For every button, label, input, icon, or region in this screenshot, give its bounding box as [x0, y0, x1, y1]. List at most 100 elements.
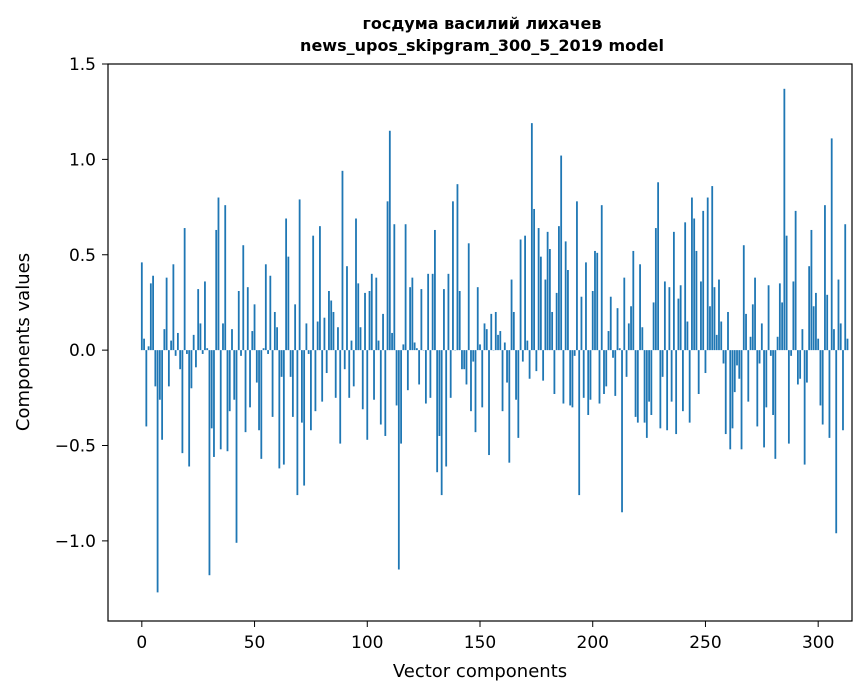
- bar: [760, 323, 763, 351]
- bar: [801, 329, 804, 351]
- bar: [650, 350, 653, 415]
- bar: [388, 130, 391, 351]
- bar: [197, 289, 200, 351]
- bar: [783, 88, 786, 351]
- bar: [555, 292, 558, 351]
- bar: [352, 350, 355, 387]
- bar: [591, 291, 594, 351]
- bar: [276, 327, 278, 351]
- bar: [237, 291, 240, 351]
- bar: [763, 350, 765, 448]
- bar: [742, 245, 745, 351]
- bar: [174, 350, 177, 356]
- bar: [328, 291, 330, 351]
- bar: [787, 350, 790, 444]
- bar: [812, 306, 815, 351]
- bar: [271, 350, 274, 417]
- bar: [539, 256, 542, 351]
- bar: [659, 350, 662, 429]
- bar: [616, 308, 619, 351]
- bar: [645, 350, 648, 438]
- bar: [400, 350, 402, 444]
- bar: [406, 350, 409, 391]
- bar: [494, 311, 497, 351]
- bar: [314, 350, 317, 412]
- bar: [152, 275, 154, 351]
- bar: [749, 336, 752, 351]
- bar: [461, 350, 463, 370]
- bar: [427, 273, 430, 351]
- bar: [298, 199, 301, 351]
- bar: [526, 340, 529, 351]
- bar: [512, 311, 515, 351]
- bar: [269, 275, 272, 351]
- bar: [201, 350, 204, 354]
- bar: [242, 245, 245, 351]
- bar: [397, 350, 400, 570]
- bar: [740, 350, 743, 450]
- bar: [291, 350, 294, 417]
- bar: [501, 350, 504, 412]
- x-tick-label: 0: [136, 633, 147, 653]
- bar: [621, 350, 623, 513]
- bar: [817, 338, 820, 351]
- bar: [370, 273, 373, 351]
- y-tick-label: 1.5: [69, 55, 96, 75]
- bar: [334, 350, 337, 398]
- bar: [483, 323, 486, 351]
- bar: [436, 350, 439, 473]
- bar: [303, 350, 306, 486]
- bar: [668, 287, 671, 351]
- bar: [688, 350, 691, 423]
- bar: [544, 279, 547, 351]
- bar: [765, 350, 768, 408]
- bar: [682, 350, 684, 412]
- bar: [745, 313, 747, 351]
- bar: [361, 350, 364, 410]
- bar: [754, 277, 756, 351]
- bar: [587, 350, 590, 415]
- bar: [215, 229, 218, 351]
- y-tick-label: 0.5: [69, 246, 96, 266]
- bar: [375, 277, 378, 351]
- bar: [528, 350, 531, 379]
- y-tick-label: −1.0: [55, 532, 96, 552]
- bar: [190, 350, 193, 389]
- bar: [251, 331, 254, 351]
- bar: [819, 350, 822, 406]
- bar: [456, 184, 459, 351]
- bar: [458, 291, 461, 351]
- bar: [273, 311, 276, 351]
- bar: [368, 291, 371, 351]
- y-axis-label: Components values: [13, 253, 34, 431]
- bar: [235, 350, 238, 543]
- bar: [449, 350, 452, 398]
- bar: [589, 350, 592, 400]
- bar: [815, 292, 817, 351]
- bar: [222, 323, 224, 351]
- bar: [614, 350, 617, 396]
- bar: [679, 285, 682, 351]
- bar: [260, 350, 263, 459]
- bar: [691, 197, 693, 351]
- bar: [488, 350, 490, 456]
- bar: [510, 279, 513, 351]
- x-tick-label: 250: [689, 633, 721, 653]
- bar: [503, 342, 506, 351]
- bar: [697, 350, 700, 394]
- bar: [377, 340, 380, 351]
- bar: [573, 350, 576, 356]
- bar: [431, 273, 434, 351]
- bar: [440, 350, 443, 496]
- bar: [605, 350, 608, 387]
- bar: [415, 348, 418, 351]
- bar: [564, 241, 567, 351]
- y-tick-label: 0.0: [69, 341, 96, 361]
- x-tick-label: 50: [244, 633, 266, 653]
- bar: [524, 235, 526, 351]
- bar: [506, 350, 508, 383]
- bar: [474, 350, 477, 433]
- bar: [567, 270, 569, 351]
- bar: [379, 350, 382, 425]
